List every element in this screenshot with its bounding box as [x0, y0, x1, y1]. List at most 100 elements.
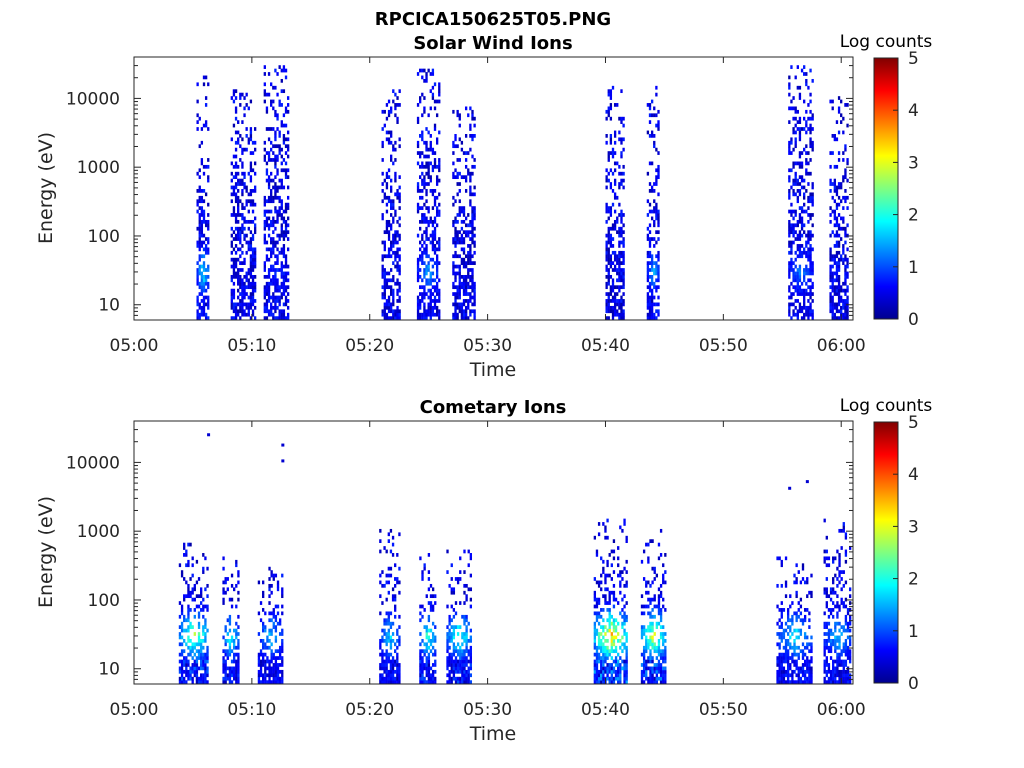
spectrogram-cell: [281, 649, 284, 654]
spectrogram-cell: [605, 233, 608, 238]
spectrogram-cell: [421, 130, 424, 135]
spectrogram-cell: [605, 206, 608, 210]
spectrogram-cell: [452, 663, 456, 667]
spectrogram-cell: [416, 302, 420, 307]
spectrogram-cell: [390, 199, 393, 204]
spectrogram-cell: [625, 666, 628, 671]
spectrogram-cell: [645, 583, 648, 588]
spectrogram-cell: [191, 556, 194, 561]
spectrogram-cell: [842, 673, 845, 678]
spectrogram-cell: [458, 137, 461, 142]
spectrogram-cell: [797, 608, 800, 612]
spectrogram-cell: [605, 219, 608, 224]
spectrogram-cell: [836, 663, 839, 667]
spectrogram-cell: [801, 666, 805, 671]
spectrogram-cell: [396, 230, 399, 235]
spectrogram-cell: [274, 158, 277, 162]
spectrogram-cell: [832, 673, 835, 678]
spectrogram-cell: [653, 206, 656, 210]
spectrogram-cell: [202, 295, 206, 300]
spectrogram-cell: [230, 666, 234, 671]
spectrogram-cell: [448, 652, 451, 657]
spectrogram-cell: [207, 281, 210, 286]
spectrogram-cell: [233, 669, 236, 674]
spectrogram-cell: [827, 563, 831, 568]
spectrogram-cell: [844, 676, 848, 681]
spectrogram-cell: [835, 309, 839, 314]
spectrogram-cell: [610, 590, 613, 595]
spectrogram-cell: [788, 295, 791, 300]
spectrogram-cell: [427, 161, 430, 166]
spectrogram-cell: [434, 669, 437, 674]
spectrogram-cell: [241, 226, 244, 231]
spectrogram-cell: [394, 659, 397, 664]
x-tick-label: 06:00: [817, 336, 866, 356]
spectrogram-cell: [611, 171, 615, 176]
spectrogram-cell: [465, 656, 468, 660]
spectrogram-cell: [471, 216, 474, 221]
spectrogram-cell: [605, 292, 608, 296]
spectrogram-cell: [605, 299, 608, 303]
spectrogram-cell: [607, 92, 610, 97]
spectrogram-cell: [655, 271, 658, 276]
spectrogram-cell: [278, 195, 281, 200]
spectrogram-cell: [276, 611, 280, 616]
spectrogram-cell: [398, 625, 401, 629]
spectrogram-cell: [416, 120, 420, 124]
spectrogram-cell: [230, 161, 233, 166]
spectrogram-cell: [270, 264, 273, 269]
spectrogram-cell: [200, 312, 204, 317]
spectrogram-cell: [612, 621, 616, 626]
spectrogram-cell: [662, 597, 665, 602]
spectrogram-cell: [463, 618, 466, 623]
spectrogram-cell: [379, 594, 382, 599]
spectrogram-cell: [650, 281, 654, 286]
spectrogram-cell: [467, 268, 470, 272]
spectrogram-cell: [800, 316, 804, 320]
spectrogram-cell: [842, 604, 845, 609]
spectrogram-cell: [286, 247, 290, 252]
spectrogram-cell: [469, 652, 473, 657]
spectrogram-cell: [452, 285, 455, 290]
spectrogram-cell: [396, 645, 399, 650]
spectrogram-cell: [778, 556, 781, 561]
spectrogram-cell: [272, 247, 275, 252]
figure-file-title: RPCICA150625T05.PNG: [375, 9, 611, 30]
spectrogram-cell: [784, 580, 788, 585]
spectrogram-cell: [801, 618, 805, 623]
spectrogram-cell: [274, 305, 277, 310]
spectrogram-cell: [251, 278, 255, 283]
spectrogram-cell: [425, 264, 428, 269]
spectrogram-cell: [429, 302, 432, 307]
spectrogram-cell: [421, 312, 424, 317]
spectrogram-cell: [427, 171, 430, 176]
spectrogram-cell: [456, 233, 459, 238]
spectrogram-cell: [253, 299, 257, 303]
spectrogram-cell: [429, 642, 433, 647]
spectrogram-cell: [268, 666, 271, 671]
spectrogram-cell: [263, 264, 266, 269]
spectrogram-cell: [462, 316, 466, 320]
spectrogram-cell: [790, 240, 793, 245]
spectrogram-cell: [610, 656, 613, 660]
spectrogram-cell: [425, 182, 428, 186]
spectrogram-cell: [379, 680, 382, 684]
spectrogram-cell: [202, 305, 206, 310]
spectrogram-cell: [788, 302, 791, 307]
spectrogram-cell: [801, 673, 805, 678]
spectrogram-cell: [460, 305, 464, 310]
spectrogram-cell: [610, 621, 613, 626]
spectrogram-cell: [191, 587, 194, 592]
spectrogram-cell: [469, 123, 472, 128]
spectrogram-cell: [464, 230, 468, 235]
spectrogram-cell: [245, 147, 248, 152]
spectrogram-cell: [469, 597, 473, 602]
spectrogram-cell: [187, 608, 190, 612]
spectrogram-cell: [648, 299, 652, 303]
spectrogram-cell: [425, 230, 428, 235]
spectrogram-cell: [423, 666, 426, 671]
spectrogram-cell: [389, 652, 393, 657]
spectrogram-cell: [463, 649, 466, 654]
spectrogram-cell: [452, 632, 456, 636]
spectrogram-cell: [625, 638, 628, 643]
